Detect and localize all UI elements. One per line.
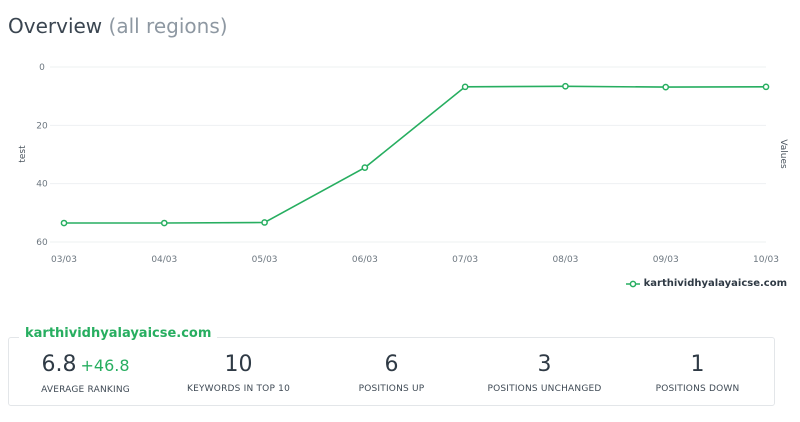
ranking-chart: 0 20 40 60 03/03 04/03 05/03 06/03 07/03 08/03 09… [18,63,788,265]
stats-row: 6.8 +46.8 AVERAGE RANKING 10 KEYWORDS IN … [9,352,774,395]
stat-positions-up: 6 POSITIONS UP [315,352,468,395]
data-point [261,219,268,226]
x-tick-label: 06/03 [352,255,378,265]
series-line [64,85,767,224]
data-point [662,83,670,91]
x-tick-label: 05/03 [252,255,278,265]
data-point [160,219,168,227]
legend-label: karthividhyalayaicse.com [643,278,787,289]
page-title-text: Overview [8,14,103,38]
stat-value: 1 [690,352,705,377]
x-axis: 03/03 04/03 05/03 06/03 07/03 08/03 09/03 10/03 [51,255,779,265]
stat-average-ranking: 6.8 +46.8 AVERAGE RANKING [9,352,162,395]
data-point [361,164,369,171]
stat-label: AVERAGE RANKING [41,385,130,395]
stat-label: POSITIONS UP [358,384,425,394]
stat-positions-down: 1 POSITIONS DOWN [621,352,774,395]
x-tick-label: 09/03 [653,255,679,265]
y-tick-label: 0 [39,63,45,73]
y2-axis-title: Values [778,139,788,169]
data-point [461,83,469,91]
summary-domain-link[interactable]: karthividhyalayaicse.com [19,326,218,341]
x-tick-label: 08/03 [552,255,578,265]
stat-delta: +46.8 [80,356,130,375]
y-axis: 0 20 40 60 [36,63,48,248]
data-point [562,82,569,90]
stat-value: 6 [384,352,399,377]
y-tick-label: 20 [36,121,48,131]
stat-value: 6.8 [41,352,77,377]
stat-value: 3 [537,352,552,377]
region-scope: (all regions) [108,14,228,38]
legend-marker-icon [625,280,640,287]
stat-value: 10 [224,352,253,377]
x-tick-label: 10/03 [753,255,779,265]
stat-positions-unchanged: 3 POSITIONS UNCHANGED [468,352,621,395]
summary-panel: karthividhyalayaicse.com 6.8 +46.8 AVERAG… [8,326,775,406]
stat-keywords-top10: 10 KEYWORDS IN TOP 10 [162,352,315,395]
stat-label: POSITIONS DOWN [655,384,740,394]
data-point [60,219,68,227]
y-tick-label: 60 [36,238,48,248]
y-axis-title: test [18,145,28,163]
y-tick-label: 40 [36,180,48,190]
series-layer [60,82,770,227]
chart-legend-item[interactable]: karthividhyalayaicse.com [625,278,787,289]
x-tick-label: 04/03 [151,255,177,265]
stat-label: POSITIONS UNCHANGED [487,384,602,394]
x-tick-label: 07/03 [452,255,478,265]
data-point [762,83,770,91]
stat-label: KEYWORDS IN TOP 10 [187,384,290,394]
page-title: Overview (all regions) [8,14,228,38]
chart-grid [50,66,766,243]
x-tick-label: 03/03 [51,255,77,265]
